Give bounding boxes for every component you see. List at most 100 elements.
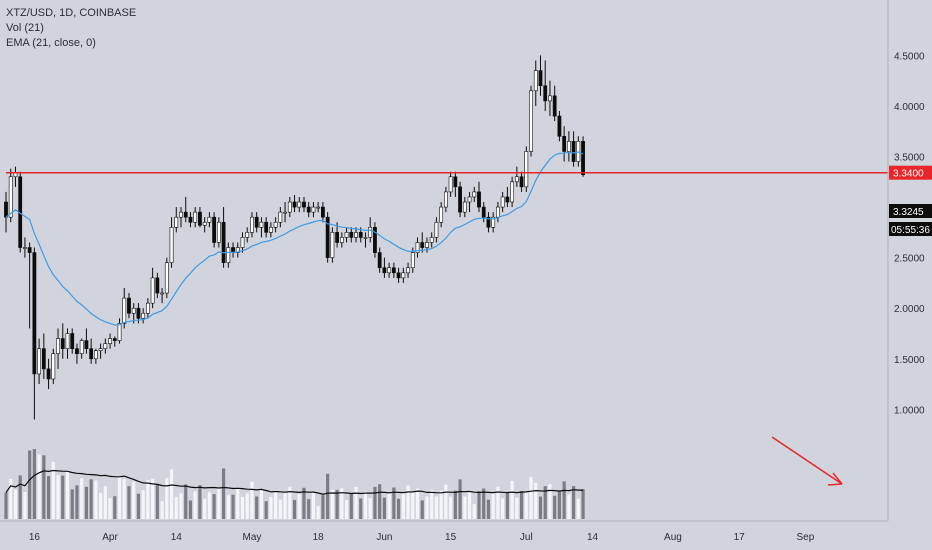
candle-body xyxy=(146,302,150,314)
time-axis-label: 14 xyxy=(587,532,599,543)
volume-bar xyxy=(28,450,32,519)
candle-body xyxy=(84,340,89,349)
candle xyxy=(472,186,477,203)
candle-body xyxy=(226,247,231,263)
candle xyxy=(164,257,169,299)
volume-bar xyxy=(363,491,368,519)
candle-body xyxy=(321,206,325,218)
chart-legend: XTZ/USD, 1D, COINBASE Vol (21) EMA (21, … xyxy=(6,6,136,51)
volume-bar xyxy=(524,491,528,519)
volume-bar xyxy=(316,506,320,519)
candle xyxy=(330,227,335,263)
candle xyxy=(439,202,444,228)
candle-body xyxy=(543,85,548,102)
volume-bar xyxy=(184,484,188,519)
candle-body xyxy=(420,242,425,248)
candle xyxy=(188,212,193,228)
candle xyxy=(4,191,8,233)
candle xyxy=(500,191,505,213)
candle xyxy=(406,262,410,278)
volume-ma-line xyxy=(5,469,584,495)
volume-bar xyxy=(510,480,514,519)
volume-bar xyxy=(420,500,424,519)
volume-bar xyxy=(382,497,386,519)
candle xyxy=(70,328,75,354)
candle-body xyxy=(198,211,202,226)
candle xyxy=(141,308,146,324)
candle xyxy=(32,247,37,420)
volume-bar xyxy=(406,485,410,519)
volume-bar xyxy=(302,487,306,519)
volume-bar xyxy=(13,489,18,519)
volume-bar xyxy=(18,475,22,519)
candle xyxy=(84,328,89,354)
candle xyxy=(396,267,401,283)
candle xyxy=(401,267,406,283)
candle-body xyxy=(51,353,56,380)
volume-bar xyxy=(553,495,557,519)
volume-bar xyxy=(396,498,401,519)
time-axis[interactable]: 16 Apr 14 May 18 Jun 15 Jul 14 Aug 17 Sep xyxy=(29,532,815,543)
symbol-title[interactable]: XTZ/USD, 1D, COINBASE xyxy=(6,7,137,19)
candle-body xyxy=(112,338,117,341)
candle xyxy=(581,136,585,177)
candle-body xyxy=(496,206,500,218)
candle xyxy=(415,237,420,258)
candle xyxy=(202,217,207,233)
volume-layer xyxy=(4,449,585,519)
candle-body xyxy=(240,237,245,248)
candle-body xyxy=(467,196,472,203)
volume-bar xyxy=(543,486,547,519)
candle-body xyxy=(486,216,491,228)
candle-body xyxy=(571,141,576,162)
candle-body xyxy=(529,90,533,152)
volume-bar xyxy=(344,499,349,519)
candle-body xyxy=(75,348,79,355)
candle xyxy=(235,242,240,258)
ema-indicator-label[interactable]: EMA (21, close, 0) xyxy=(6,37,96,49)
candle xyxy=(169,217,174,268)
candle-body xyxy=(368,227,373,238)
volume-bar xyxy=(392,487,396,519)
volume-bar xyxy=(103,486,107,519)
volume-bar xyxy=(169,469,174,519)
price-axis-label: 2.0000 xyxy=(894,304,925,315)
candle xyxy=(519,171,524,192)
candle-body xyxy=(548,95,552,102)
countdown-tag: 05:55:36 xyxy=(889,222,932,236)
candle xyxy=(462,196,467,218)
volume-bar xyxy=(538,496,543,519)
volume-bar xyxy=(221,468,226,519)
volume-bar xyxy=(486,499,491,519)
volume-indicator-label[interactable]: Vol (21) xyxy=(6,22,44,34)
candle-body xyxy=(458,186,462,213)
candle xyxy=(150,267,155,309)
candle xyxy=(183,196,188,223)
candle xyxy=(51,348,56,385)
volume-bar xyxy=(439,490,443,519)
candle-body xyxy=(212,216,217,243)
volume-bar xyxy=(240,496,245,519)
volume-bar xyxy=(51,461,55,519)
candle xyxy=(226,242,231,268)
volume-bar xyxy=(132,481,136,519)
candle-body xyxy=(4,201,8,218)
candle xyxy=(566,131,571,162)
volume-bar xyxy=(458,479,462,519)
time-axis-label: 16 xyxy=(29,532,41,543)
candle-body xyxy=(349,232,354,238)
arrow-shaft xyxy=(771,436,843,485)
candle xyxy=(221,207,226,268)
candle-body xyxy=(23,247,27,249)
candle-body xyxy=(316,206,321,209)
volume-bar xyxy=(70,489,74,519)
volume-bar xyxy=(122,479,126,519)
volume-bar xyxy=(37,454,41,519)
candle-body xyxy=(443,191,448,208)
volume-bar xyxy=(519,491,524,519)
volume-bar xyxy=(430,489,434,519)
trend-arrow[interactable] xyxy=(771,436,843,486)
volume-bar xyxy=(155,484,159,519)
volume-bar xyxy=(151,478,155,519)
